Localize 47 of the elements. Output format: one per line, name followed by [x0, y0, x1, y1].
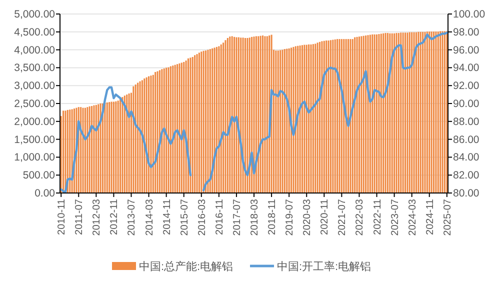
y2-tick-label: 86.00: [453, 134, 480, 146]
y2-tick-label: 96.00: [453, 44, 480, 56]
x-tick-label: 2011-07: [74, 198, 86, 235]
x-tick-label: 2024-11: [424, 198, 436, 235]
x-tick-label: 2017-07: [232, 198, 243, 236]
y-tick-label: 3,000.00: [14, 80, 56, 92]
x-tick-label: 2019-07: [284, 198, 296, 236]
y-tick-label: 4,500.00: [14, 26, 56, 38]
y2-tick-label: 84.00: [453, 152, 480, 164]
x-tick-label: 2022-03: [354, 198, 366, 236]
x-tick-label: 2022-11: [372, 198, 384, 235]
x-tick-label: 2025-07: [442, 198, 454, 236]
x-tick-label: 2020-03: [302, 198, 314, 236]
y2-tick-label: 92.00: [453, 80, 480, 92]
x-tick-label: 2023-07: [390, 198, 401, 236]
y-tick-label: 0.00: [34, 188, 56, 200]
y2-tick-label: 82.00: [453, 170, 480, 182]
x-tick-label: 2015-07: [179, 198, 190, 236]
x-tick-label: 2012-11: [109, 198, 120, 235]
x-tick-label: 2018-03: [250, 198, 260, 236]
x-tick-label: 2021-07: [337, 198, 348, 236]
y-tick-label: 1,500.00: [14, 134, 56, 146]
y-tick-label: 3,500.00: [14, 62, 56, 74]
x-tick-label: 2014-03: [144, 198, 156, 236]
x-tick-label: 2012-03: [92, 198, 103, 236]
y2-tick-label: 100.00: [453, 8, 486, 20]
y2-tick-label: 80.00: [453, 188, 480, 200]
x-tick-label: 2016-03: [196, 198, 208, 236]
x-tick-label: 2018-11: [267, 198, 278, 235]
x-tick-label: 2014-11: [162, 198, 173, 235]
x-tick-label: 2013-07: [126, 198, 138, 236]
x-tick-label: 2016-11: [214, 198, 226, 235]
y-tick-label: 500.00: [22, 170, 56, 182]
legend-label: 中国:开工率:电解铝: [277, 260, 372, 273]
y-tick-label: 2,000.00: [14, 116, 56, 128]
y2-tick-label: 90.00: [453, 98, 480, 110]
y-tick-label: 4,000.00: [14, 44, 56, 56]
y-tick-label: 1,000.00: [14, 152, 56, 164]
legend-label: 中国:总产能:电解铝: [139, 260, 234, 273]
y-tick-label: 2,500.00: [14, 98, 56, 110]
x-tick-label: 2010-11: [56, 198, 68, 235]
y2-tick-label: 88.00: [453, 116, 480, 128]
x-tick-label: 2024-03: [407, 198, 418, 236]
y2-tick-label: 98.00: [453, 26, 480, 38]
x-tick-label: 2020-11: [320, 198, 331, 235]
y2-tick-label: 94.00: [453, 62, 480, 74]
y-tick-label: 5,000.00: [14, 8, 56, 20]
